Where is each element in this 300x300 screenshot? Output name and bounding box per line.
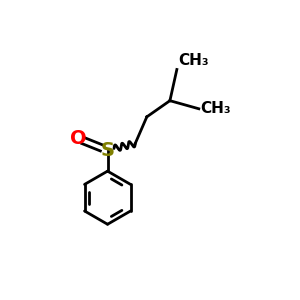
- Text: CH₃: CH₃: [200, 101, 231, 116]
- Text: CH₃: CH₃: [178, 52, 208, 68]
- Text: O: O: [70, 129, 87, 148]
- Text: S: S: [100, 141, 115, 160]
